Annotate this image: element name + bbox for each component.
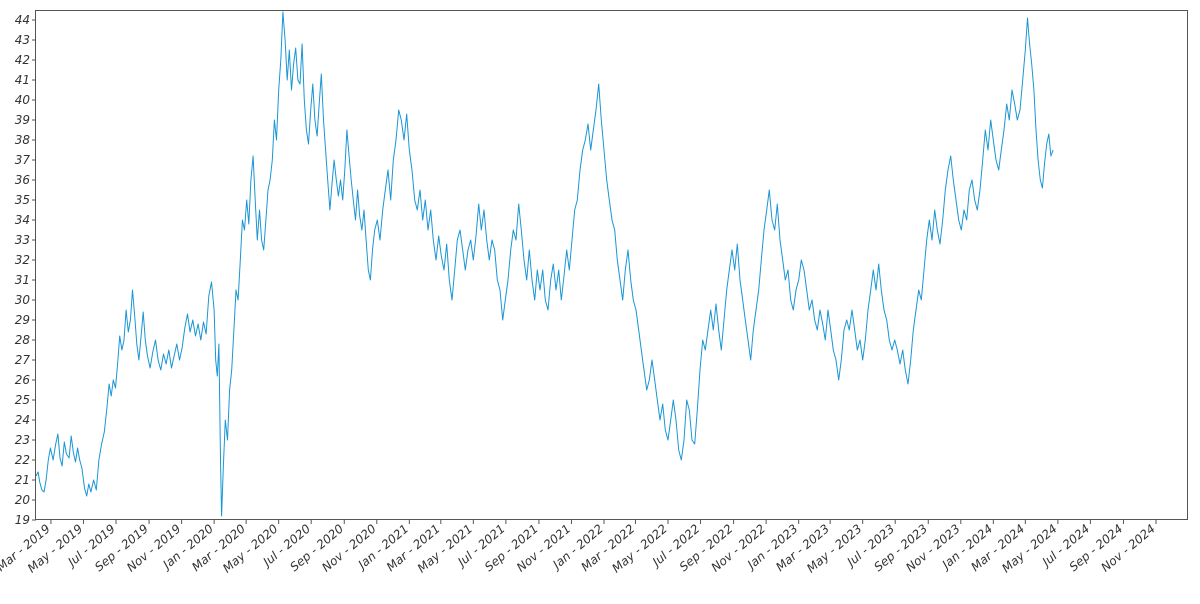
y-tick-label: 40 bbox=[15, 93, 31, 107]
y-tick-label: 29 bbox=[15, 313, 30, 327]
y-tick-label: 41 bbox=[15, 73, 30, 87]
plot-area bbox=[35, 11, 1054, 517]
y-tick-label: 28 bbox=[15, 333, 31, 347]
y-tick-label: 24 bbox=[15, 413, 30, 427]
y-tick-label: 33 bbox=[15, 233, 30, 247]
y-tick-label: 34 bbox=[15, 213, 30, 227]
series-line-0 bbox=[35, 11, 1054, 517]
y-tick-label: 26 bbox=[15, 373, 31, 387]
y-tick-label: 35 bbox=[15, 193, 30, 207]
y-tick-label: 44 bbox=[15, 13, 30, 27]
y-tick-label: 42 bbox=[15, 53, 30, 67]
y-tick-label: 19 bbox=[15, 513, 30, 527]
y-tick-label: 21 bbox=[15, 473, 30, 487]
y-tick-label: 39 bbox=[15, 113, 30, 127]
y-tick-label: 27 bbox=[15, 353, 31, 367]
y-tick-label: 32 bbox=[15, 253, 30, 267]
y-tick-label: 20 bbox=[15, 493, 31, 507]
plot-frame bbox=[35, 10, 1188, 520]
y-tick-label: 31 bbox=[15, 273, 30, 287]
y-tick-label: 38 bbox=[15, 133, 31, 147]
y-tick-label: 36 bbox=[15, 173, 31, 187]
y-axis: 19 20 21 22 23 24 25 26 27 28 29 30 31 32 33 34 35 36 37 38… bbox=[15, 13, 36, 527]
y-tick-label: 30 bbox=[15, 293, 31, 307]
y-tick-label: 23 bbox=[15, 433, 30, 447]
y-tick-label: 22 bbox=[15, 453, 30, 467]
y-tick-label: 43 bbox=[15, 33, 30, 47]
y-tick-label: 25 bbox=[15, 393, 30, 407]
y-tick-label: 37 bbox=[15, 153, 31, 167]
